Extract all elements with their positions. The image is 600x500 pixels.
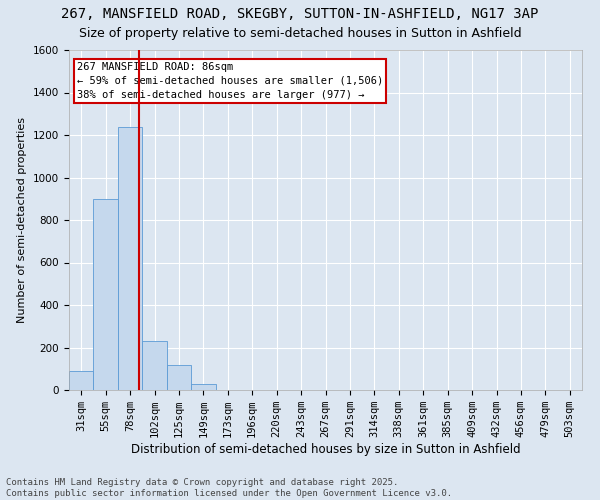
Bar: [167, 364, 191, 390]
Bar: [191, 384, 215, 390]
Bar: [94, 198, 118, 390]
Text: Size of property relative to semi-detached houses in Sutton in Ashfield: Size of property relative to semi-detach…: [79, 28, 521, 40]
Bar: [142, 341, 167, 390]
Bar: [118, 126, 142, 390]
Bar: [69, 371, 94, 390]
Text: 267 MANSFIELD ROAD: 86sqm
← 59% of semi-detached houses are smaller (1,506)
38% : 267 MANSFIELD ROAD: 86sqm ← 59% of semi-…: [77, 62, 383, 100]
Y-axis label: Number of semi-detached properties: Number of semi-detached properties: [17, 117, 28, 323]
Text: Contains HM Land Registry data © Crown copyright and database right 2025.
Contai: Contains HM Land Registry data © Crown c…: [6, 478, 452, 498]
Text: 267, MANSFIELD ROAD, SKEGBY, SUTTON-IN-ASHFIELD, NG17 3AP: 267, MANSFIELD ROAD, SKEGBY, SUTTON-IN-A…: [61, 8, 539, 22]
X-axis label: Distribution of semi-detached houses by size in Sutton in Ashfield: Distribution of semi-detached houses by …: [131, 443, 520, 456]
